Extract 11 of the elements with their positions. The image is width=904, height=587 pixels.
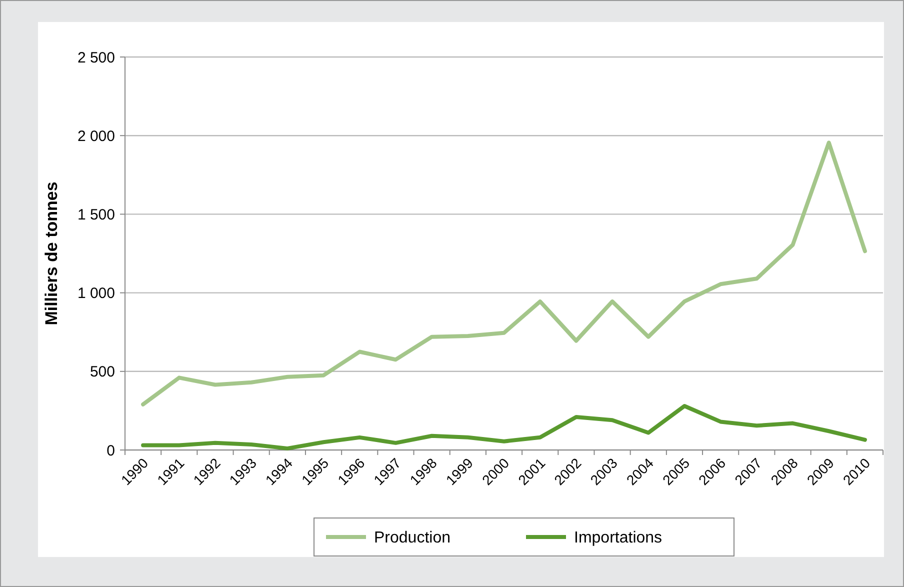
y-tick-label: 1 500 [77,206,115,224]
y-tick-label: 2 500 [77,49,115,66]
line-series [141,404,867,450]
line-series [141,140,867,406]
y-axis-title: Milliers de tonnes [42,182,61,326]
y-tick-label: 2 000 [77,128,115,145]
y-tick-label: 1 000 [77,285,115,302]
y-tick-label: 0 [106,442,115,460]
y-tick-label: 500 [90,364,115,381]
legend-label: Importations [574,530,662,547]
legend-label: Production [374,530,450,547]
